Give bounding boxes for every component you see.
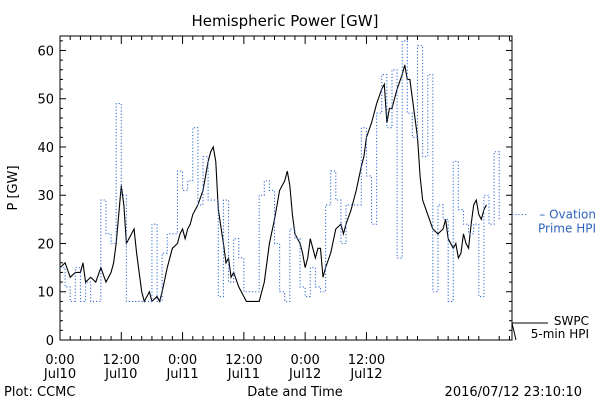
ovation-legend-label: Prime HPI — [538, 222, 596, 236]
y-tick-label: 20 — [37, 237, 54, 252]
x-tick-time-label: 0:00 — [291, 353, 320, 368]
plot-frame — [59, 35, 513, 341]
x-tick-time-label: 0:00 — [45, 353, 74, 368]
y-tick-label: 60 — [37, 44, 54, 59]
x-tick-time-label: 0:00 — [168, 353, 197, 368]
y-tick-label: 30 — [37, 189, 54, 204]
x-tick-time-label: 12:00 — [225, 353, 262, 368]
x-tick-date-label: Jul11 — [227, 367, 260, 382]
swpc-legend-label: SWPC — [554, 314, 589, 328]
x-tick-date-label: Jul12 — [349, 367, 382, 382]
y-axis: 0 10 20 30 40 50 60 — [37, 40, 512, 349]
x-tick-time-label: 12:00 — [348, 353, 385, 368]
x-tick-date-label: Jul11 — [165, 367, 198, 382]
x-tick-date-label: Jul12 — [288, 367, 321, 382]
swpc-legend-label: 5-min HPI — [531, 327, 589, 341]
footer-timestamp: 2016/07/12 23:10:10 — [445, 385, 582, 400]
y-tick-label: 10 — [37, 286, 54, 301]
swpc-legend-connector — [511, 322, 517, 341]
ovation-series-line — [60, 40, 500, 302]
footer-plot-credit: Plot: CCMC — [4, 385, 75, 400]
x-tick-date-label: Jul10 — [43, 367, 76, 382]
y-axis-label: P [GW] — [6, 165, 21, 210]
y-tick-label: 50 — [37, 93, 54, 108]
swpc-series-line — [59, 64, 487, 303]
y-tick-label: 0 — [46, 334, 54, 349]
chart-title: Hemispheric Power [GW] — [192, 12, 379, 30]
x-tick-date-label: Jul10 — [104, 367, 137, 382]
x-axis: 0:00Jul1012:00Jul100:00Jul1112:00Jul110:… — [43, 36, 510, 382]
series-layer — [59, 40, 500, 303]
x-tick-time-label: 12:00 — [103, 353, 140, 368]
x-axis-label: Date and Time — [247, 385, 343, 400]
y-tick-label: 40 — [37, 141, 54, 156]
ovation-legend-label: – Ovation — [539, 208, 596, 222]
